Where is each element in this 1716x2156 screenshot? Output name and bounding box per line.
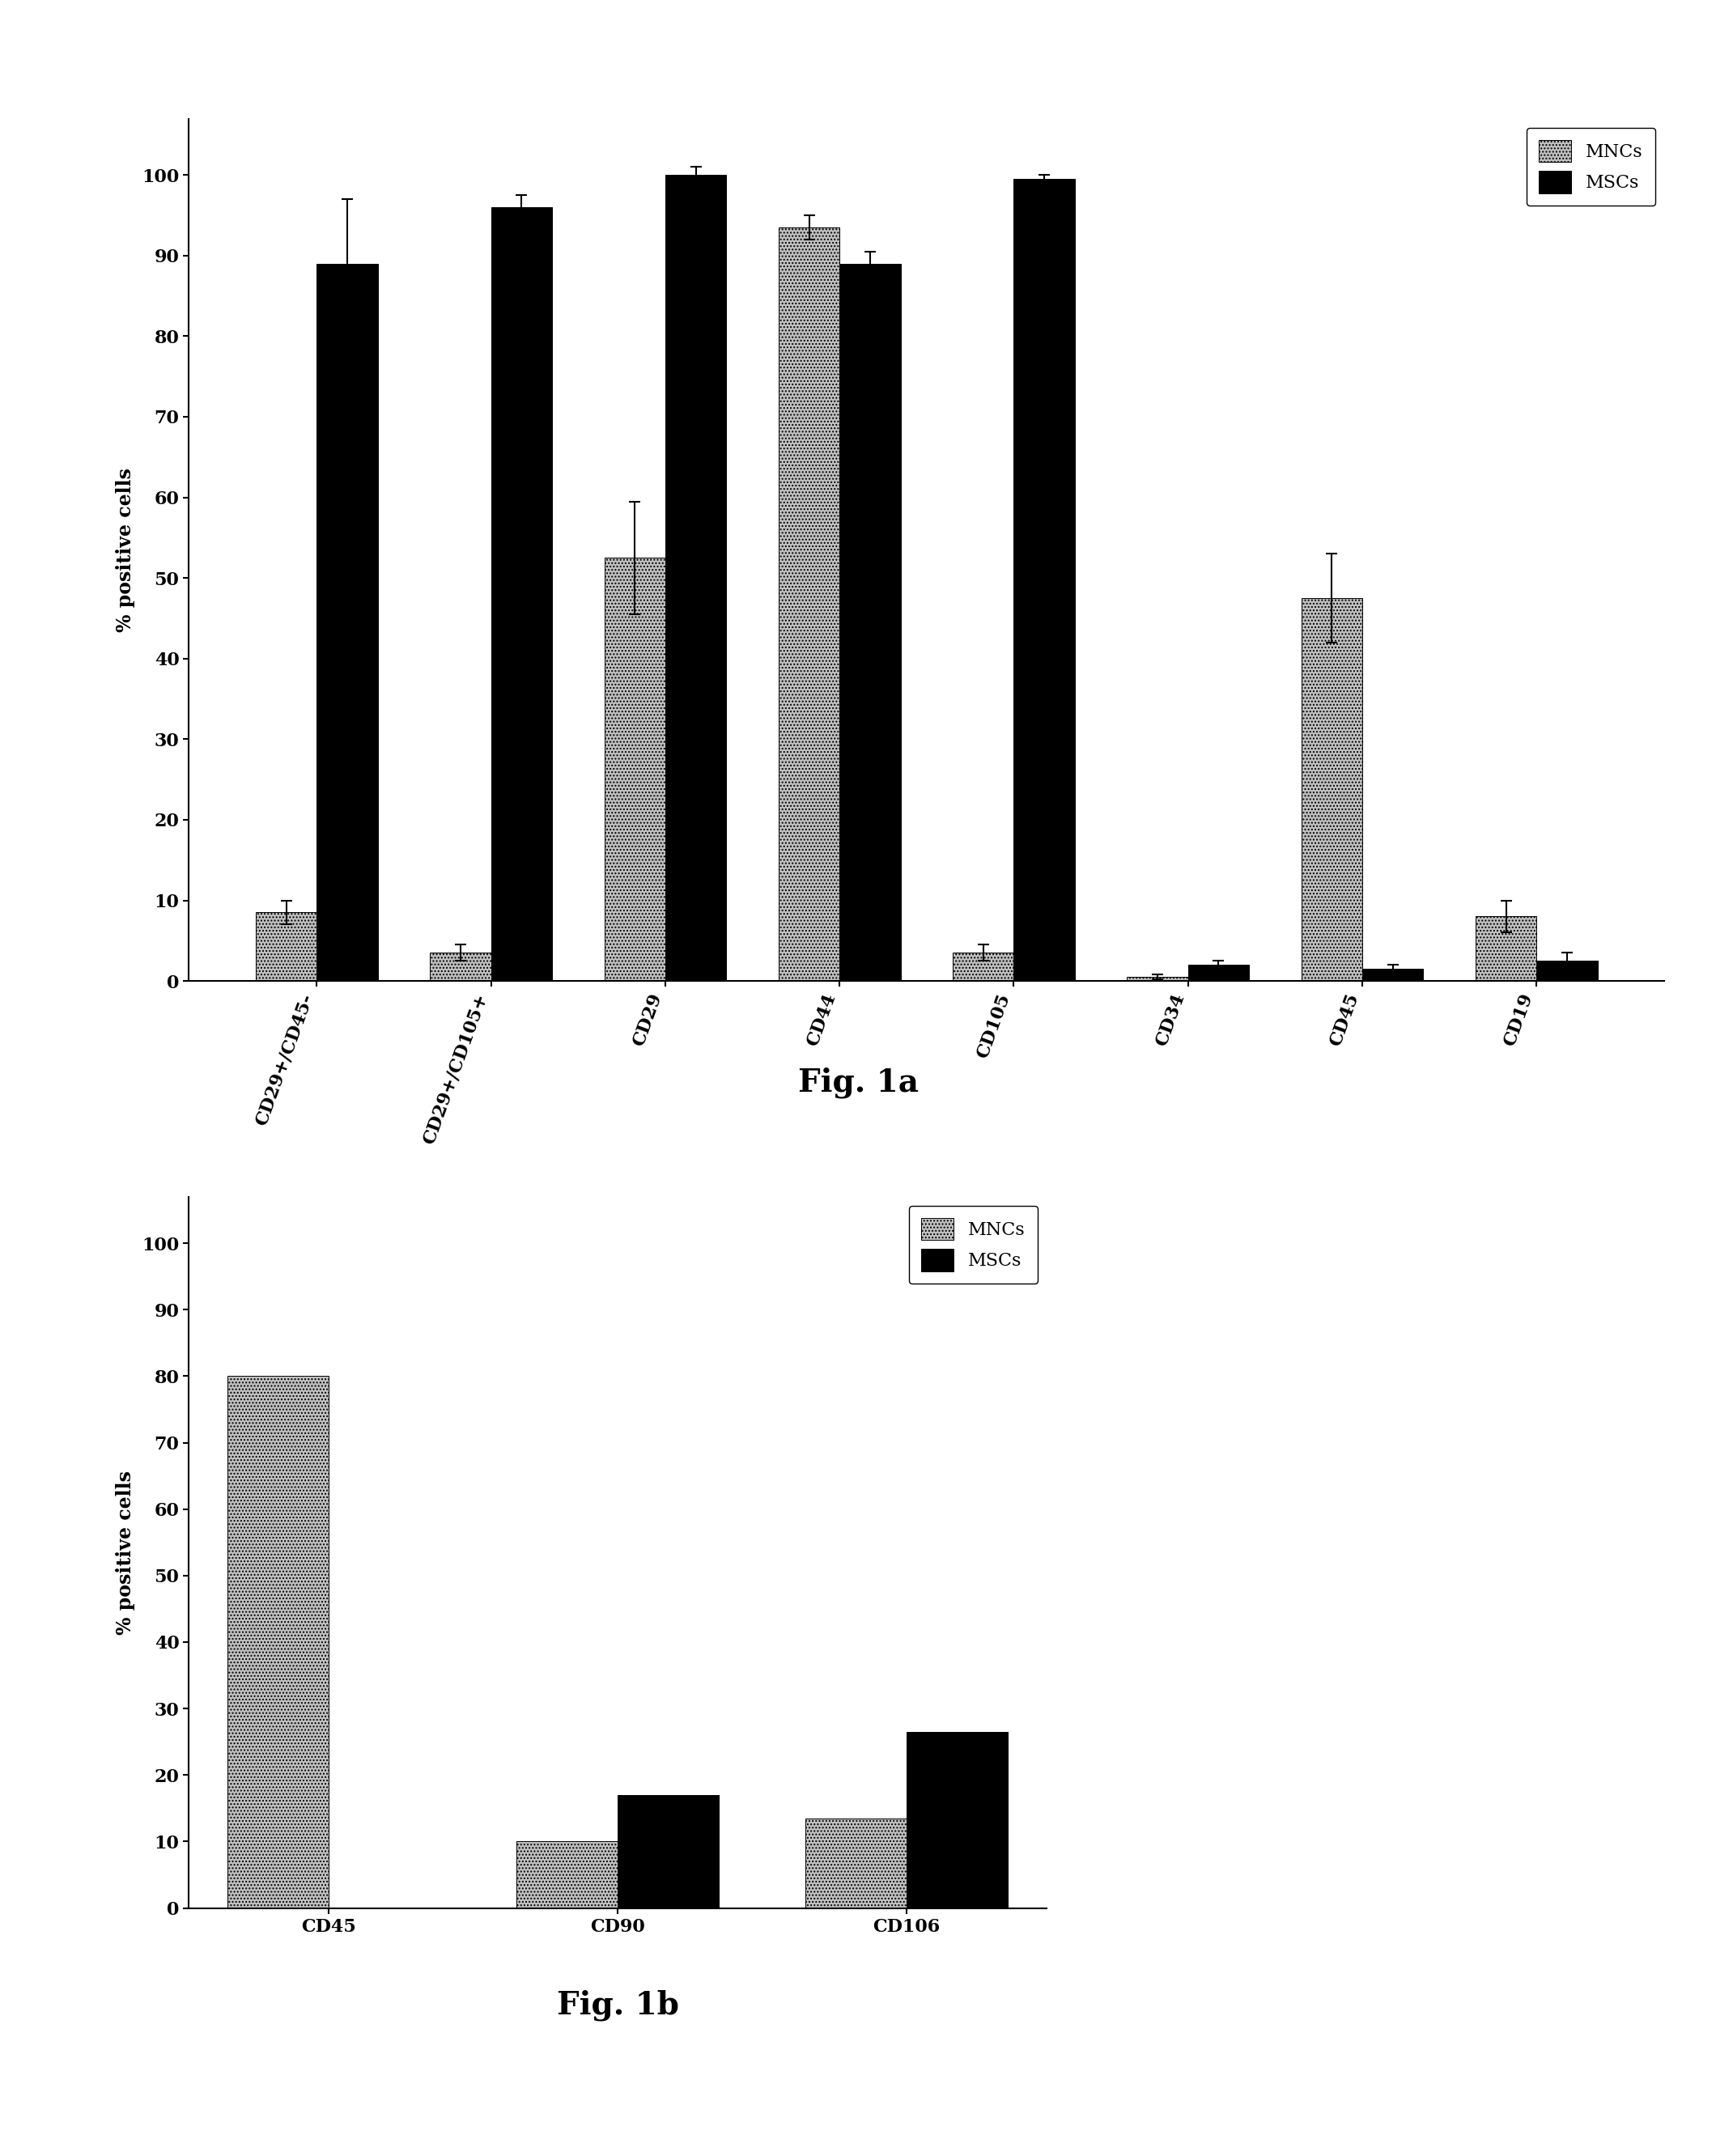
Bar bbox=[906, 1731, 1007, 1908]
Bar bbox=[1187, 966, 1249, 981]
Bar bbox=[1014, 179, 1074, 981]
Bar bbox=[1476, 916, 1536, 981]
Bar bbox=[256, 912, 317, 981]
Bar bbox=[431, 953, 491, 981]
Bar bbox=[779, 226, 839, 981]
Bar bbox=[1536, 962, 1598, 981]
Bar bbox=[839, 263, 901, 981]
Y-axis label: % positive cells: % positive cells bbox=[115, 1470, 136, 1634]
Text: Fig. 1a: Fig. 1a bbox=[798, 1067, 918, 1097]
Legend: MNCs, MSCs: MNCs, MSCs bbox=[1527, 127, 1656, 205]
Bar bbox=[604, 558, 666, 981]
Legend: MNCs, MSCs: MNCs, MSCs bbox=[909, 1205, 1038, 1283]
Bar bbox=[666, 175, 726, 981]
Bar bbox=[491, 207, 553, 981]
Y-axis label: % positive cells: % positive cells bbox=[115, 468, 136, 632]
Bar bbox=[1127, 977, 1187, 981]
Bar bbox=[805, 1818, 906, 1908]
Bar bbox=[618, 1796, 719, 1908]
Bar bbox=[517, 1841, 618, 1908]
Bar bbox=[952, 953, 1014, 981]
Bar bbox=[1301, 597, 1363, 981]
Bar bbox=[228, 1376, 329, 1908]
Bar bbox=[317, 263, 378, 981]
Bar bbox=[1363, 968, 1423, 981]
Text: Fig. 1b: Fig. 1b bbox=[556, 1990, 680, 2020]
